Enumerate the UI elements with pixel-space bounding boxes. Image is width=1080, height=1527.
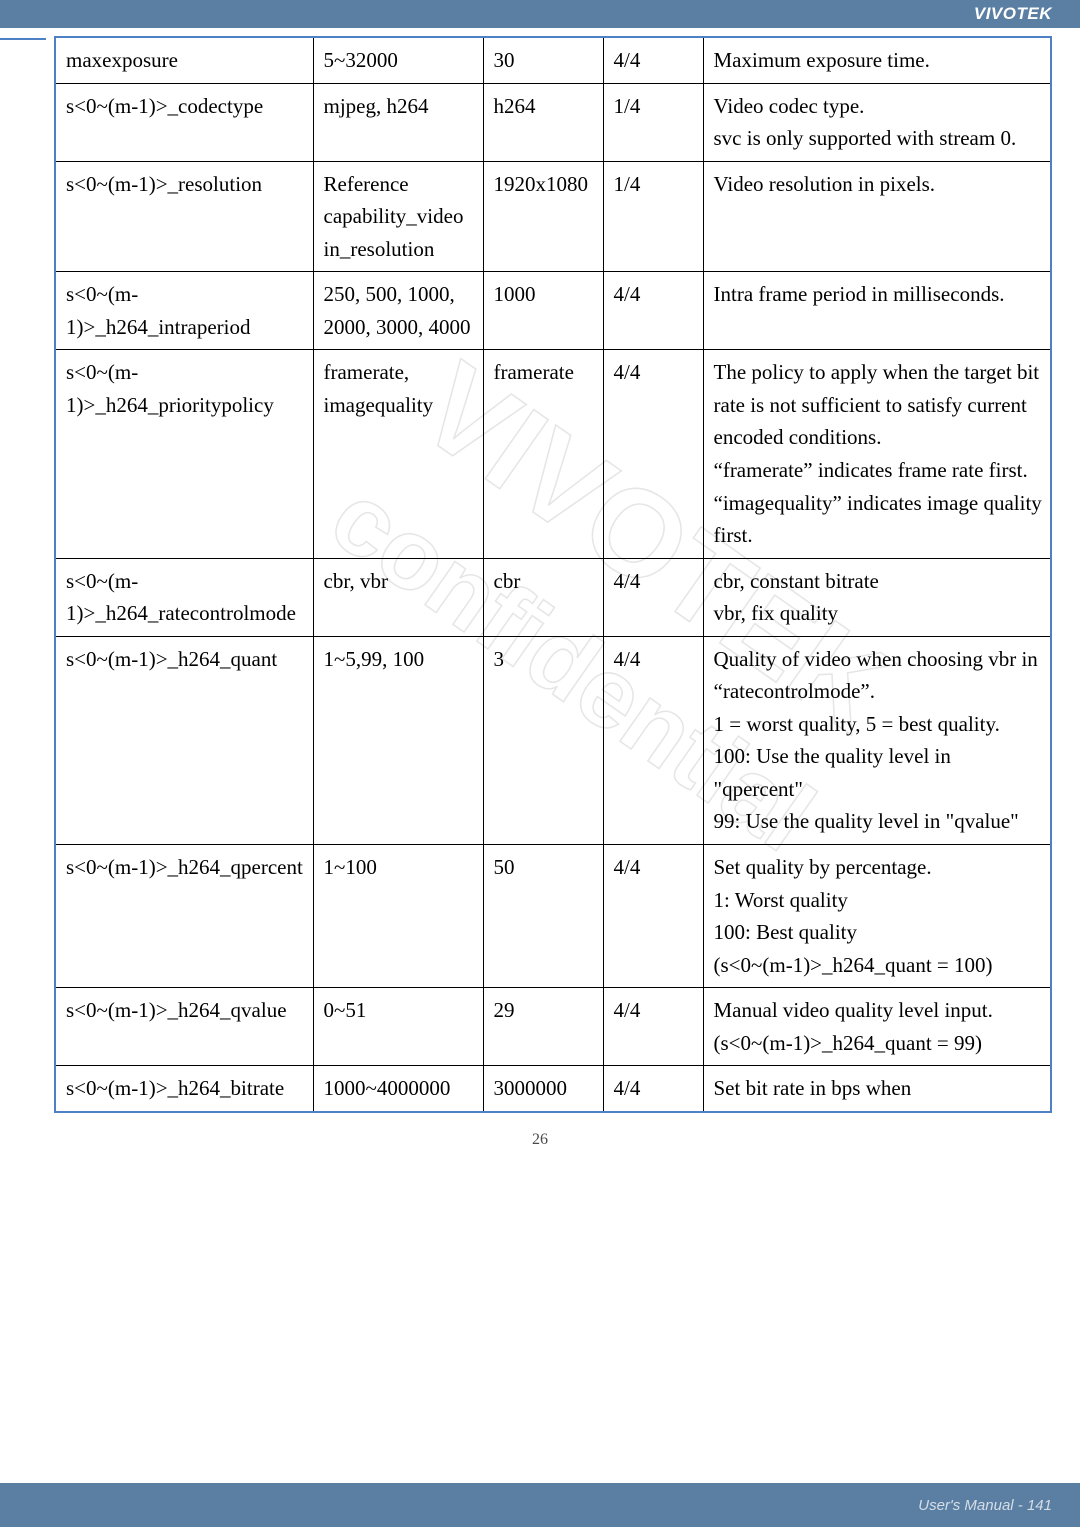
brand-label: VIVOTEK: [974, 4, 1052, 24]
table-cell: s<0~(m-1)>_h264_quant: [56, 636, 313, 844]
table-cell: 5~32000: [313, 38, 483, 83]
table-cell: cbr, constant bitratevbr, fix quality: [703, 558, 1050, 636]
table-cell: 1920x1080: [483, 161, 603, 272]
table-cell: Maximum exposure time.: [703, 38, 1050, 83]
table-row: s<0~(m-1)>_h264_prioritypolicyframerate,…: [56, 350, 1050, 558]
table-cell: mjpeg, h264: [313, 83, 483, 161]
table-cell: 3000000: [483, 1066, 603, 1111]
table-cell: s<0~(m-1)>_h264_intraperiod: [56, 272, 313, 350]
table-cell: 1000~4000000: [313, 1066, 483, 1111]
table-cell: 50: [483, 845, 603, 988]
table-cell: Quality of video when choosing vbr in “r…: [703, 636, 1050, 844]
table-row: s<0~(m-1)>_h264_intraperiod250, 500, 100…: [56, 272, 1050, 350]
footer-text: User's Manual - 141: [918, 1497, 1052, 1514]
table-body: maxexposure5~32000304/4Maximum exposure …: [56, 38, 1050, 1111]
table-cell: 250, 500, 1000, 2000, 3000, 4000: [313, 272, 483, 350]
table-cell: 1~100: [313, 845, 483, 988]
table-cell: 1000: [483, 272, 603, 350]
table-cell: Video resolution in pixels.: [703, 161, 1050, 272]
table-row: s<0~(m-1)>_resolutionReference capabilit…: [56, 161, 1050, 272]
table-cell: framerate: [483, 350, 603, 558]
table-cell: cbr, vbr: [313, 558, 483, 636]
table-cell: 4/4: [603, 636, 703, 844]
table-cell: 1~5,99, 100: [313, 636, 483, 844]
table-cell: 4/4: [603, 845, 703, 988]
table-cell: Set quality by percentage.1: Worst quali…: [703, 845, 1050, 988]
footer-bar: User's Manual - 141: [0, 1483, 1080, 1527]
table-cell: s<0~(m-1)>_resolution: [56, 161, 313, 272]
table-cell: Manual video quality level input.(s<0~(m…: [703, 988, 1050, 1066]
table-cell: 29: [483, 988, 603, 1066]
table-cell: 4/4: [603, 38, 703, 83]
table-cell: framerate, imagequality: [313, 350, 483, 558]
table-cell: 4/4: [603, 272, 703, 350]
table-cell: 30: [483, 38, 603, 83]
table-cell: Set bit rate in bps when: [703, 1066, 1050, 1111]
brand-strip: VIVOTEK: [0, 0, 1080, 28]
table-cell: s<0~(m-1)>_codectype: [56, 83, 313, 161]
table-cell: 4/4: [603, 558, 703, 636]
table-cell: cbr: [483, 558, 603, 636]
table-cell: 1/4: [603, 83, 703, 161]
table-cell: 4/4: [603, 988, 703, 1066]
table-cell: 0~51: [313, 988, 483, 1066]
table-cell: The policy to apply when the target bit …: [703, 350, 1050, 558]
page: VIVOTEK VIVOTEK confidential maxexposure…: [0, 0, 1080, 1527]
table-cell: 1/4: [603, 161, 703, 272]
table-cell: 3: [483, 636, 603, 844]
table-row: maxexposure5~32000304/4Maximum exposure …: [56, 38, 1050, 83]
param-table: maxexposure5~32000304/4Maximum exposure …: [56, 38, 1050, 1111]
page-number-area: 26: [0, 1113, 1080, 1159]
table-cell: h264: [483, 83, 603, 161]
table-cell: 4/4: [603, 350, 703, 558]
table-row: s<0~(m-1)>_h264_qvalue0~51294/4Manual vi…: [56, 988, 1050, 1066]
table-row: s<0~(m-1)>_h264_quant1~5,99, 10034/4Qual…: [56, 636, 1050, 844]
table-cell: Intra frame period in milliseconds.: [703, 272, 1050, 350]
table-row: s<0~(m-1)>_h264_qpercent1~100504/4Set qu…: [56, 845, 1050, 988]
table-row: s<0~(m-1)>_h264_ratecontrolmodecbr, vbrc…: [56, 558, 1050, 636]
left-rule: [0, 38, 46, 40]
table-cell: s<0~(m-1)>_h264_qpercent: [56, 845, 313, 988]
table-cell: s<0~(m-1)>_h264_ratecontrolmode: [56, 558, 313, 636]
table-cell: s<0~(m-1)>_h264_bitrate: [56, 1066, 313, 1111]
table-cell: maxexposure: [56, 38, 313, 83]
table-cell: Video codec type.svc is only supported w…: [703, 83, 1050, 161]
table-row: s<0~(m-1)>_h264_bitrate1000~400000030000…: [56, 1066, 1050, 1111]
table-cell: 4/4: [603, 1066, 703, 1111]
table-cell: s<0~(m-1)>_h264_qvalue: [56, 988, 313, 1066]
table-row: s<0~(m-1)>_codectypemjpeg, h264h2641/4Vi…: [56, 83, 1050, 161]
content-frame: VIVOTEK confidential maxexposure5~320003…: [54, 36, 1052, 1113]
table-cell: s<0~(m-1)>_h264_prioritypolicy: [56, 350, 313, 558]
page-number: 26: [532, 1131, 548, 1148]
table-cell: Reference capability_video in_resolution: [313, 161, 483, 272]
